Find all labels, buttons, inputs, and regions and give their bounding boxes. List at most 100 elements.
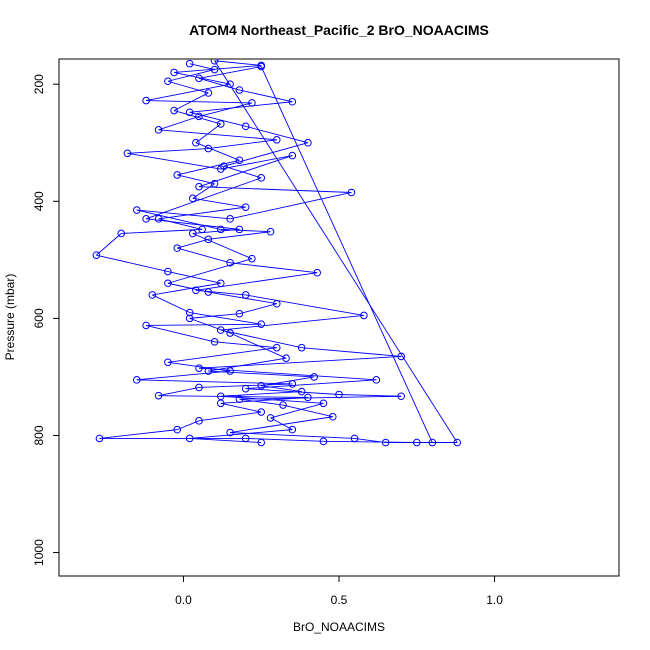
data-point <box>428 438 437 447</box>
series-segment <box>198 66 262 79</box>
series-segment <box>158 206 246 220</box>
series-segment <box>282 404 333 418</box>
data-point <box>164 77 172 86</box>
series-segment <box>158 115 200 131</box>
x-axis: 0.0 0.5 1.0 <box>175 575 503 607</box>
series-segment <box>338 394 402 397</box>
data-point <box>185 314 194 323</box>
series-segment <box>220 395 324 404</box>
data-point <box>210 179 219 188</box>
series-segment <box>99 429 178 439</box>
plot-area <box>92 59 462 447</box>
data-point <box>132 376 141 384</box>
data-point <box>288 97 297 106</box>
series-segment <box>208 357 287 372</box>
series-segment <box>146 100 252 104</box>
data-point <box>170 106 178 115</box>
data-point <box>397 352 406 361</box>
data-point <box>412 438 421 447</box>
series-segment <box>177 159 240 176</box>
y-tick-label: 400 <box>32 191 46 211</box>
chart-title: ATOM4 Northeast_Pacific_2 BrO_NOAACIMS <box>189 22 489 38</box>
data-point <box>226 428 234 437</box>
series-segment <box>192 197 246 208</box>
data-point <box>142 215 150 223</box>
data-point <box>216 225 225 234</box>
data-point <box>185 59 194 68</box>
series-segment <box>198 102 252 117</box>
data-point <box>185 308 194 317</box>
data-point <box>173 171 182 179</box>
data-point <box>272 343 281 352</box>
y-axis-label: Pressure (mbar) <box>3 274 17 361</box>
x-axis-label: BrO_NOAACIMS <box>293 620 385 634</box>
series-segment <box>223 165 262 179</box>
data-point <box>248 254 256 263</box>
data-point <box>310 373 318 381</box>
series-segment <box>146 83 231 102</box>
series-segment <box>198 155 293 188</box>
x-tick-label: 0.0 <box>175 593 192 607</box>
data-point <box>241 203 250 211</box>
series-segment <box>192 183 215 199</box>
data-point <box>319 399 328 408</box>
data-point <box>204 367 213 375</box>
data-point <box>192 286 200 295</box>
data-point <box>453 438 462 447</box>
series-segment <box>136 209 221 230</box>
series-segment <box>127 152 221 170</box>
data-point <box>257 62 266 71</box>
series-segment <box>220 329 302 349</box>
series-segment <box>223 142 309 167</box>
data-point <box>257 408 266 416</box>
data-point <box>266 414 275 422</box>
data-point <box>350 434 359 443</box>
series-segment <box>220 155 293 170</box>
data-point <box>372 376 381 384</box>
series-segment <box>189 437 262 443</box>
data-point <box>164 279 172 288</box>
data-point <box>154 126 163 134</box>
series-segment <box>198 411 262 422</box>
series-segment <box>220 228 271 233</box>
series-segment <box>146 323 262 326</box>
data-point <box>142 321 150 330</box>
data-point <box>195 74 203 83</box>
series-segment <box>136 379 293 385</box>
series-segment <box>220 402 262 413</box>
series-lines <box>96 60 458 443</box>
data-point <box>279 401 287 409</box>
series-segment <box>239 303 277 315</box>
series-segment <box>261 376 315 387</box>
data-point <box>248 99 256 107</box>
data-point <box>210 65 219 74</box>
series-segment <box>96 254 168 272</box>
data-point <box>204 89 213 97</box>
series-segment <box>261 385 302 393</box>
series-segment <box>208 231 271 240</box>
series-segment <box>239 89 293 103</box>
data-point <box>319 437 328 446</box>
data-point <box>226 80 234 88</box>
data-point <box>148 291 157 299</box>
data-point <box>328 412 337 421</box>
data-point <box>257 320 266 329</box>
data-point <box>297 343 306 352</box>
series-segment <box>177 420 200 431</box>
series-segment <box>301 347 402 357</box>
series-segment <box>198 367 377 381</box>
data-point <box>266 227 275 236</box>
series-segment <box>230 192 352 220</box>
data-point <box>241 384 250 393</box>
series-segment <box>189 101 293 113</box>
data-point <box>226 367 234 375</box>
series-segment <box>145 177 262 220</box>
data-point <box>185 108 194 117</box>
data-point <box>257 381 266 390</box>
data-point <box>226 215 234 223</box>
series-segment <box>136 209 231 220</box>
data-point <box>154 215 163 223</box>
data-point <box>204 144 213 153</box>
data-point <box>241 434 250 443</box>
series-segment <box>189 111 246 127</box>
